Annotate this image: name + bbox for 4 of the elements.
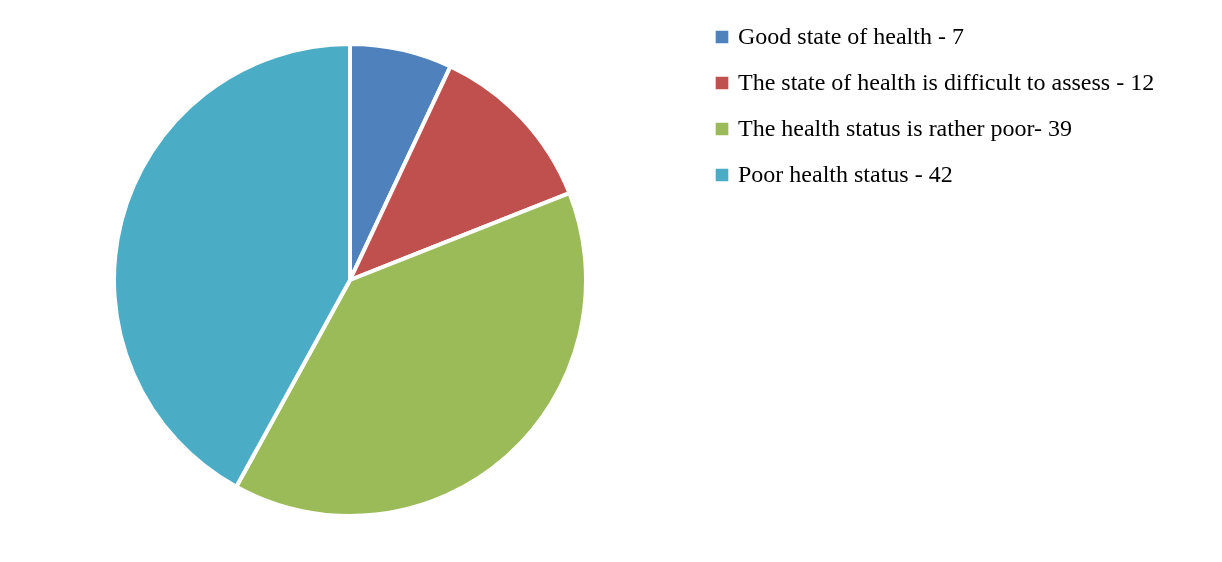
legend-label: The state of health is difficult to assess - 12	[738, 69, 1155, 95]
legend-label: The health status is rather poor- 39	[738, 115, 1073, 141]
legend-label: Poor health status - 42	[738, 161, 953, 187]
legend-label: Good state of health - 7	[738, 23, 964, 49]
